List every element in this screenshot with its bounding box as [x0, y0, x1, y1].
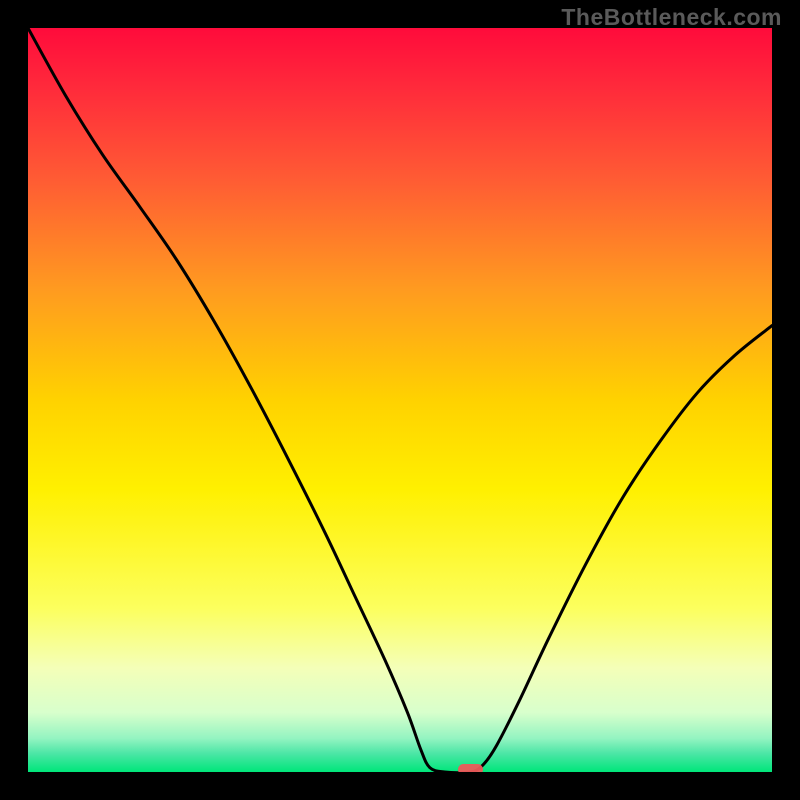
bottleneck-curve [28, 28, 772, 772]
gradient-background [28, 28, 772, 772]
optimal-marker [458, 764, 483, 772]
watermark-label: TheBottleneck.com [561, 4, 782, 31]
chart-container: TheBottleneck.com [0, 0, 800, 800]
plot-area [28, 28, 772, 772]
